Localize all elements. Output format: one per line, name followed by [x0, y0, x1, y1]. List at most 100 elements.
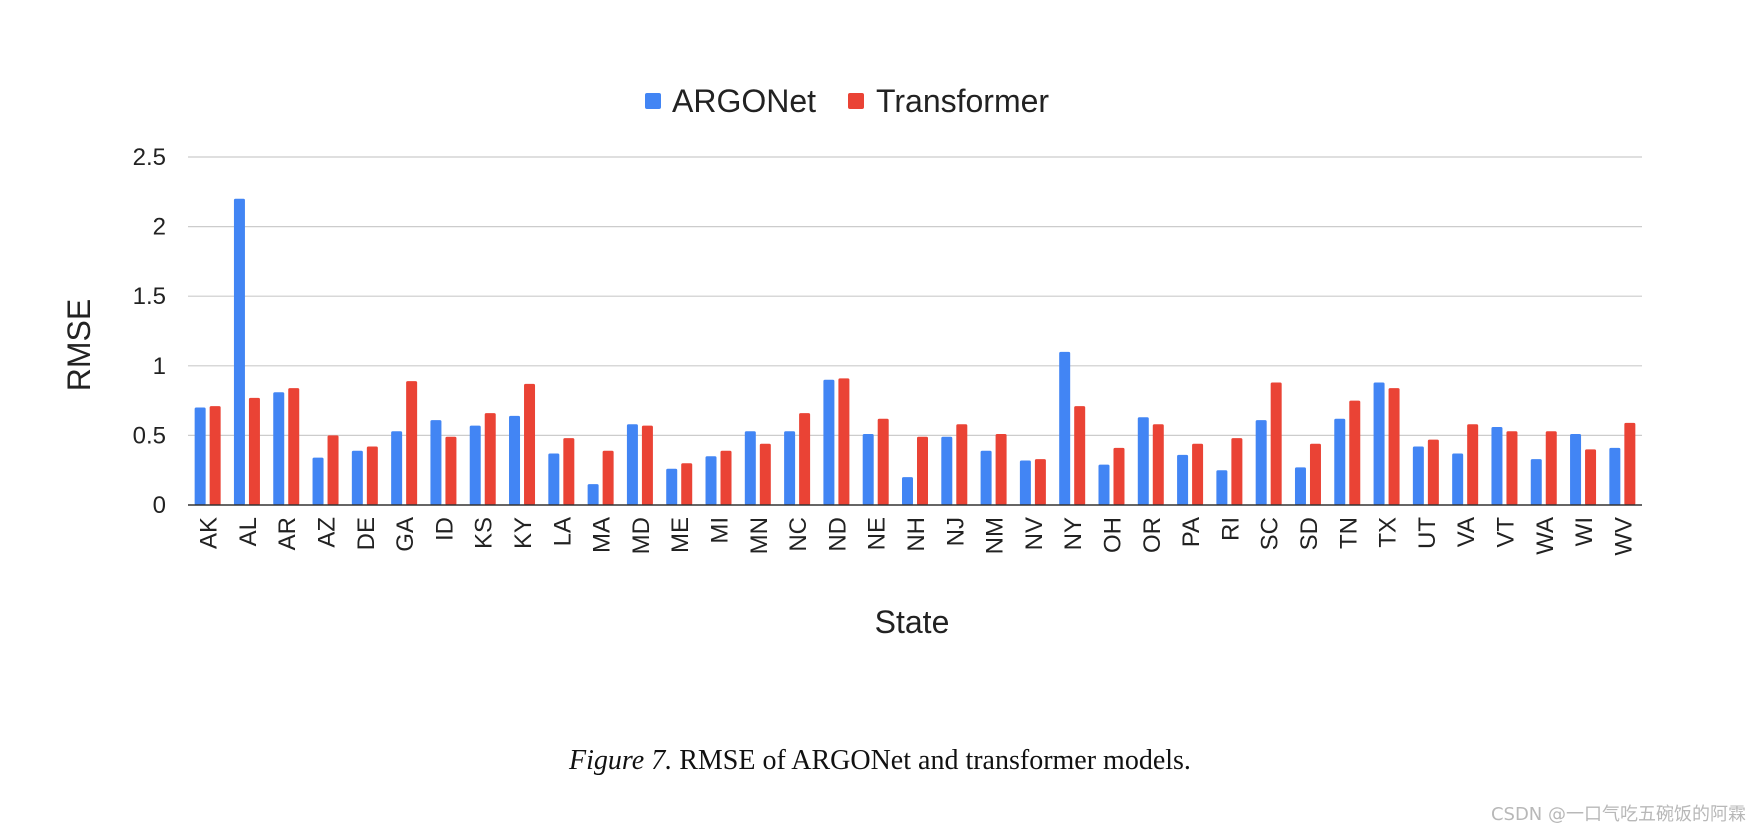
- bar-transformer-ut: [1427, 439, 1439, 505]
- x-tick-label: KS: [471, 517, 498, 549]
- x-tick-label: NH: [903, 517, 930, 552]
- bar-argonet-ar: [273, 392, 285, 505]
- bar-transformer-va: [1467, 424, 1479, 505]
- bar-transformer-md: [641, 425, 653, 505]
- x-tick-label: NV: [1021, 517, 1048, 550]
- x-tick-label: AR: [274, 517, 301, 550]
- bar-argonet-oh: [1098, 464, 1110, 505]
- bar-transformer-la: [563, 438, 575, 505]
- bar-argonet-ky: [509, 415, 521, 505]
- x-tick-label: DE: [353, 517, 380, 550]
- bar-argonet-ny: [1059, 351, 1071, 505]
- bar-transformer-mn: [759, 443, 771, 505]
- x-tick-label: WV: [1610, 517, 1637, 556]
- bar-argonet-az: [312, 457, 324, 505]
- bar-argonet-va: [1452, 453, 1464, 505]
- y-tick-label: 0: [153, 492, 166, 519]
- bar-argonet-ak: [194, 407, 206, 505]
- legend-swatch-argonet: [645, 93, 661, 109]
- bar-argonet-or: [1137, 417, 1149, 505]
- bar-argonet-me: [666, 468, 678, 505]
- bar-chart: 0 0.5 1 1.5 2 2.5 AK AL AR AZ DE GA ID KS KY LA MA MD ME M…: [61, 83, 1642, 640]
- bar-transformer-ks: [484, 413, 496, 505]
- y-tick-label: 2.5: [133, 144, 166, 171]
- y-tick-labels: 0 0.5 1 1.5 2 2.5: [133, 144, 166, 519]
- bar-transformer-nj: [956, 424, 968, 505]
- x-tick-label: AZ: [314, 517, 341, 548]
- x-tick-label: SD: [1296, 517, 1323, 550]
- bar-argonet-nm: [980, 450, 992, 505]
- x-tick-label: AL: [235, 517, 262, 546]
- bar-transformer-nc: [799, 413, 811, 505]
- bar-argonet-nj: [941, 436, 953, 505]
- bar-argonet-ks: [469, 425, 481, 505]
- bar-argonet-ut: [1412, 446, 1424, 505]
- x-tick-label: MN: [746, 517, 773, 554]
- y-tick-label: 1: [153, 353, 166, 380]
- x-tick-label: LA: [549, 517, 576, 546]
- x-tick-label: OH: [1099, 517, 1126, 553]
- bar-transformer-tx: [1388, 388, 1400, 505]
- x-tick-label: NE: [864, 517, 891, 550]
- x-tick-label: SC: [1257, 517, 1284, 550]
- x-axis-title: State: [875, 604, 950, 640]
- bar-transformer-sc: [1270, 382, 1282, 505]
- x-tick-label: WA: [1532, 517, 1559, 555]
- bar-argonet-nd: [823, 379, 835, 505]
- legend-label-transformer: Transformer: [876, 83, 1049, 119]
- bar-argonet-nh: [902, 477, 913, 505]
- bar-transformer-tn: [1349, 400, 1361, 505]
- x-tick-label: WI: [1571, 517, 1598, 546]
- bar-argonet-wi: [1570, 434, 1582, 505]
- bar-argonet-wa: [1530, 459, 1542, 505]
- x-tick-label: ND: [824, 517, 851, 552]
- bar-transformer-al: [248, 397, 260, 505]
- bar-argonet-al: [233, 198, 245, 505]
- x-tick-label: MD: [628, 517, 655, 554]
- bar-argonet-md: [626, 424, 638, 505]
- x-tick-label: UT: [1414, 517, 1441, 549]
- bar-argonet-id: [430, 420, 442, 505]
- legend-swatch-transformer: [848, 93, 864, 109]
- bar-transformer-ga: [406, 381, 418, 505]
- bar-argonet-pa: [1177, 454, 1189, 505]
- bar-transformer-mi: [720, 450, 732, 505]
- bar-transformer-ny: [1074, 406, 1086, 505]
- bar-transformer-ma: [602, 450, 614, 505]
- x-tick-labels: AK AL AR AZ DE GA ID KS KY LA MA MD ME MI MN NC ND NE NH NJ…: [196, 517, 1638, 556]
- bar-argonet-ga: [391, 431, 403, 505]
- x-tick-label: KY: [510, 517, 537, 549]
- bar-transformer-ri: [1231, 438, 1243, 505]
- bar-argonet-tx: [1373, 382, 1385, 505]
- x-tick-label: NM: [982, 517, 1009, 554]
- x-tick-label: ME: [667, 517, 694, 553]
- x-tick-label: PA: [1178, 517, 1205, 547]
- bar-transformer-ar: [288, 388, 300, 505]
- x-tick-label: OR: [1139, 517, 1166, 553]
- x-tick-label: NJ: [942, 517, 969, 546]
- x-tick-label: VT: [1492, 517, 1519, 548]
- bar-transformer-sd: [1309, 443, 1321, 505]
- bar-transformer-pa: [1192, 443, 1204, 505]
- bar-argonet-la: [548, 453, 560, 505]
- bar-transformer-me: [681, 463, 693, 505]
- bar-argonet-wv: [1609, 447, 1621, 505]
- bar-transformer-id: [445, 436, 457, 505]
- legend: ARGONet Transformer: [645, 83, 1049, 119]
- bars: [194, 198, 1636, 505]
- x-tick-label: NC: [785, 517, 812, 552]
- bar-transformer-wv: [1624, 422, 1636, 505]
- x-tick-label: TX: [1375, 517, 1402, 548]
- bar-transformer-wi: [1585, 449, 1597, 505]
- gridlines: [188, 156, 1642, 436]
- x-tick-label: NY: [1060, 517, 1087, 550]
- bar-argonet-sc: [1255, 420, 1267, 505]
- bar-transformer-ky: [524, 383, 536, 505]
- watermark: CSDN @一口气吃五碗饭的阿霖: [1490, 804, 1746, 825]
- bar-argonet-ri: [1216, 470, 1228, 505]
- bar-argonet-tn: [1334, 418, 1346, 505]
- bar-argonet-ne: [862, 434, 874, 505]
- bar-transformer-wa: [1545, 431, 1557, 505]
- bar-transformer-de: [366, 446, 378, 505]
- bar-transformer-ak: [209, 406, 221, 505]
